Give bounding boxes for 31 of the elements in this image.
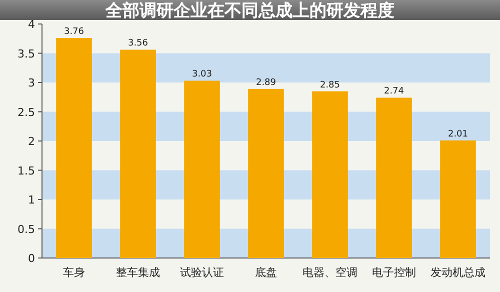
data-label: 3.76 [64, 27, 84, 38]
data-label: 2.74 [384, 86, 404, 97]
y-tick-label: 1.5 [18, 164, 35, 178]
data-label: 2.01 [448, 129, 468, 140]
data-label: 3.03 [192, 70, 212, 80]
y-tick-label: 3 [28, 76, 35, 90]
data-label: 2.89 [256, 78, 276, 88]
bar [248, 88, 284, 258]
data-label: 2.85 [320, 80, 340, 90]
x-tick-label: 电子控制 [372, 266, 416, 279]
bar [184, 80, 220, 258]
bar [56, 38, 92, 258]
y-tick-label: 2 [28, 135, 35, 148]
bar [312, 91, 348, 258]
bar [440, 140, 476, 258]
x-tick-label: 试验认证 [180, 266, 224, 279]
y-tick-label: 2.5 [18, 106, 35, 119]
x-tick-label: 底盘 [255, 266, 277, 279]
y-tick-label: 3.5 [18, 47, 35, 60]
bar [376, 98, 412, 258]
y-tick-label: 1 [28, 194, 35, 206]
x-tick-label: 整车集成 [116, 266, 160, 279]
y-tick-label: 0 [28, 252, 35, 265]
bar [120, 50, 156, 258]
y-tick-label: 4 [28, 18, 35, 31]
x-tick-label: 车身 [63, 266, 85, 279]
chart-title: 全部调研企业在不同总成上的研发程度 [104, 1, 394, 21]
y-tick-label: 0.5 [18, 222, 35, 236]
data-label: 3.56 [128, 38, 148, 49]
x-tick-label: 电器、空调 [302, 266, 358, 279]
x-tick-label: 发动机总成 [430, 266, 486, 279]
